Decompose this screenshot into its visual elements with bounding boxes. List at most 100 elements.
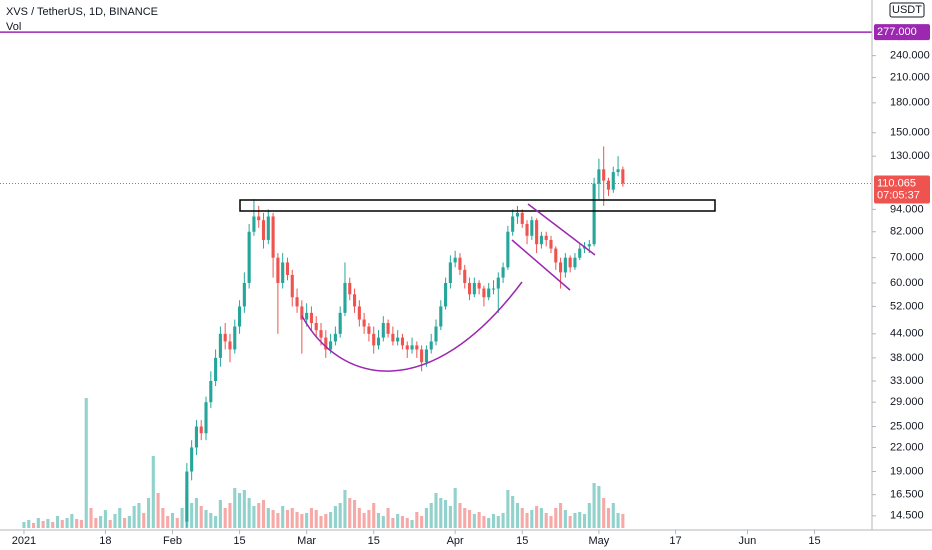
volume-bar	[448, 506, 452, 528]
candle-body	[372, 333, 376, 346]
candle-body	[554, 248, 558, 263]
volume-bar	[396, 514, 400, 528]
candle-body	[606, 180, 611, 190]
x-tick-label: 15	[516, 535, 528, 547]
candle-body	[434, 326, 438, 342]
volume-bar	[391, 518, 395, 528]
candle-body	[520, 212, 524, 224]
candle-body	[420, 349, 424, 363]
x-tick-label: 18	[99, 535, 111, 547]
candle-body	[238, 306, 242, 327]
candle-body	[276, 257, 280, 283]
y-tick-label: 240.000	[890, 50, 930, 62]
candle-body	[544, 235, 548, 240]
currency-box[interactable]	[889, 2, 925, 18]
volume-bar	[132, 506, 136, 528]
y-tick-label: 19.000	[890, 465, 924, 477]
candle-body	[448, 262, 452, 283]
candle-body	[271, 216, 275, 258]
volume-bar	[65, 518, 69, 528]
volume-bar	[348, 498, 352, 528]
volume-bar	[75, 519, 79, 528]
plot-area	[0, 31, 872, 528]
volume-bar	[539, 508, 543, 528]
candle-body	[185, 471, 189, 522]
volume-bar	[214, 516, 218, 528]
candle-body	[343, 282, 347, 313]
volume-bar	[36, 518, 40, 528]
volume-bar	[146, 498, 151, 528]
candle-body	[491, 288, 496, 290]
volume-bar	[372, 503, 376, 528]
candle-body	[563, 257, 567, 273]
volume-bar	[563, 510, 567, 528]
volume-bar	[319, 516, 323, 528]
y-tick-label: 38.000	[890, 352, 924, 364]
channel-upper	[527, 203, 596, 256]
volume-bar	[209, 513, 213, 528]
volume-bar	[487, 518, 491, 528]
candle-body	[228, 341, 232, 350]
volume-bar	[530, 510, 534, 528]
chart-title: XVS / TetherUS, 1D, BINANCE	[6, 6, 158, 18]
candle-body	[333, 333, 337, 342]
last-price-box	[874, 175, 930, 204]
candle-body	[190, 447, 194, 472]
volume-bar	[194, 498, 198, 528]
volume-bar	[314, 510, 318, 528]
volume-bar	[137, 503, 141, 528]
x-tick-label: May	[589, 535, 610, 547]
x-tick-label: 15	[233, 535, 245, 547]
volume-bar	[611, 503, 615, 528]
candle-body	[324, 337, 328, 350]
candle-body	[463, 269, 467, 283]
volume-bar	[525, 513, 529, 528]
candle-body	[530, 220, 534, 236]
candle-body	[214, 357, 218, 381]
volume-bar	[266, 508, 270, 528]
candle-body	[386, 323, 390, 334]
y-tick-label: 14.500	[890, 510, 924, 522]
volume-bar	[453, 488, 457, 528]
volume-bar	[458, 503, 462, 528]
candle-body	[539, 235, 543, 245]
last-price-label: 110.065	[877, 177, 916, 189]
volume-bar	[151, 456, 155, 528]
volume-bar	[271, 510, 275, 528]
candle-body	[300, 306, 304, 320]
horizontal-line-label: 277.000	[877, 26, 917, 38]
volume-bar	[223, 508, 227, 528]
candle-body	[467, 282, 472, 295]
volume-bar	[501, 513, 505, 528]
x-tick-label: 17	[669, 535, 681, 547]
candle-body	[362, 319, 366, 327]
volume-bar	[180, 508, 184, 528]
x-tick-label: 15	[368, 535, 380, 547]
volume-bar	[477, 512, 481, 528]
candle-body	[309, 312, 313, 324]
volume-bar	[429, 503, 433, 528]
volume-bar	[362, 513, 366, 528]
volume-bar	[573, 513, 577, 528]
candle-body	[314, 323, 318, 331]
y-tick-label: 44.000	[890, 328, 924, 340]
candle-body	[597, 169, 601, 184]
axes: 240.000 210.000 180.000 150.000 130.000 94.00…	[12, 24, 930, 547]
volume-bar	[55, 516, 60, 528]
volume-bar	[142, 513, 146, 528]
volume-bar	[161, 508, 165, 528]
candle-body	[549, 239, 553, 249]
volume-bar	[305, 513, 309, 528]
volume-bar	[204, 510, 208, 528]
volume-bar	[511, 496, 515, 528]
candle-body	[338, 312, 342, 334]
volume-bar	[587, 503, 591, 528]
candle-body	[329, 341, 333, 350]
volume-bar	[496, 516, 500, 528]
volume-bar	[103, 510, 107, 528]
candle-body	[233, 326, 237, 350]
drawings	[239, 199, 716, 372]
volume-bar	[381, 516, 385, 528]
volume-bar	[309, 508, 313, 528]
